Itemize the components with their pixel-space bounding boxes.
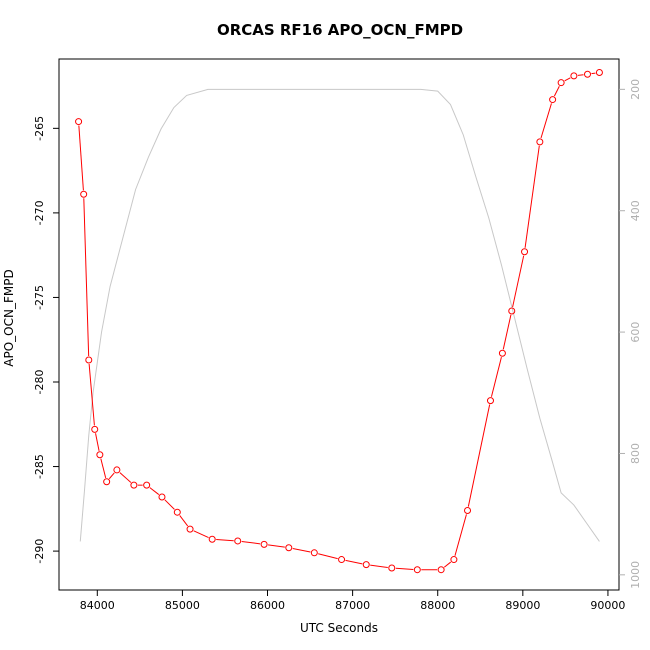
data-point [158,493,166,501]
data-point [310,549,318,557]
series-segment [454,514,467,556]
x-tick-label: 86000 [250,599,285,612]
series-segment [370,564,388,568]
y-tick-label: -285 [33,454,46,479]
series-segment [443,561,452,568]
y2-axis: 200 400 600 800 1000 [619,79,642,589]
data-point [103,478,111,486]
data-point [486,397,494,405]
data-point [362,561,370,569]
y-tick-label: -280 [33,370,46,395]
data-point [549,96,557,104]
series-segment [524,145,540,248]
chart-title: ORCAS RF16 APO_OCN_FMPD [217,21,463,39]
data-point [75,118,83,126]
series-segment [268,544,285,548]
x-tick-label: 88000 [420,599,455,612]
y-tick-label: -275 [33,285,46,310]
data-point [338,556,346,564]
series-segment [100,458,107,479]
x-tick-label: 87000 [335,599,370,612]
y-axis-label: APO_OCN_FMPD [2,269,16,366]
data-point [521,248,529,256]
series-segment [345,559,363,565]
series-segment [164,499,175,510]
data-point [260,540,268,548]
series-segment [216,539,234,542]
x-axis: 84000 85000 86000 87000 88000 89000 90000 [80,589,625,612]
series-segment [95,433,100,451]
series-segment [292,548,311,553]
data-point [208,535,216,543]
x-tick-label: 84000 [80,599,115,612]
data-point [113,466,121,474]
series-segment [467,404,491,507]
data-point [173,508,181,516]
series-segment [241,540,261,545]
y-tick-label: -290 [33,539,46,564]
y-axis: -265 -270 -275 -280 -285 -290 [33,116,59,564]
data-point [388,564,396,572]
x-tick-label: 89000 [505,599,540,612]
series-segment [149,487,160,495]
data-point [595,69,603,77]
x-tick-label: 85000 [165,599,200,612]
x-axis-label: UTC Seconds [300,621,378,635]
y2-tick-label: 400 [629,200,642,221]
data-point [557,79,565,87]
plot-frame [58,58,620,591]
data-point [130,481,138,489]
data-point [285,544,293,552]
series-segment [108,472,115,480]
series-segment [540,103,552,139]
series-segment [88,363,95,426]
x-tick-label: 90000 [590,599,625,612]
series-segment [395,567,414,570]
y2-tick-label: 200 [629,79,642,100]
y2-tick-label: 800 [629,443,642,464]
series-segment [193,530,209,539]
series-segment [78,125,84,191]
data-point [437,566,445,574]
data-point [508,307,516,315]
data-point [450,556,458,564]
series-layer [75,69,603,574]
series-segment [179,515,189,527]
data-point [413,566,421,574]
series-segment [553,86,560,97]
series-segment [512,255,525,308]
y2-tick-label: 1000 [629,561,642,589]
data-point [80,190,88,198]
series-segment [490,357,502,397]
y2-tick-label: 600 [629,322,642,343]
data-point [96,451,104,459]
data-point [186,525,194,533]
series-line [79,88,600,542]
data-point [536,138,544,146]
y-tick-label: -270 [33,200,46,225]
series-segment [577,74,584,76]
data-point [584,70,592,78]
series-segment [119,472,132,483]
series-segment [83,198,90,357]
series-segment [564,77,571,82]
series-segment [502,314,512,350]
data-point [570,72,578,80]
data-point [498,349,506,357]
series-segment [591,72,596,75]
data-point [91,425,99,433]
data-point [143,481,151,489]
y-tick-label: -265 [33,116,46,141]
data-point [464,507,472,515]
data-point [234,537,242,545]
data-point [85,356,93,364]
series-segment [318,553,338,560]
